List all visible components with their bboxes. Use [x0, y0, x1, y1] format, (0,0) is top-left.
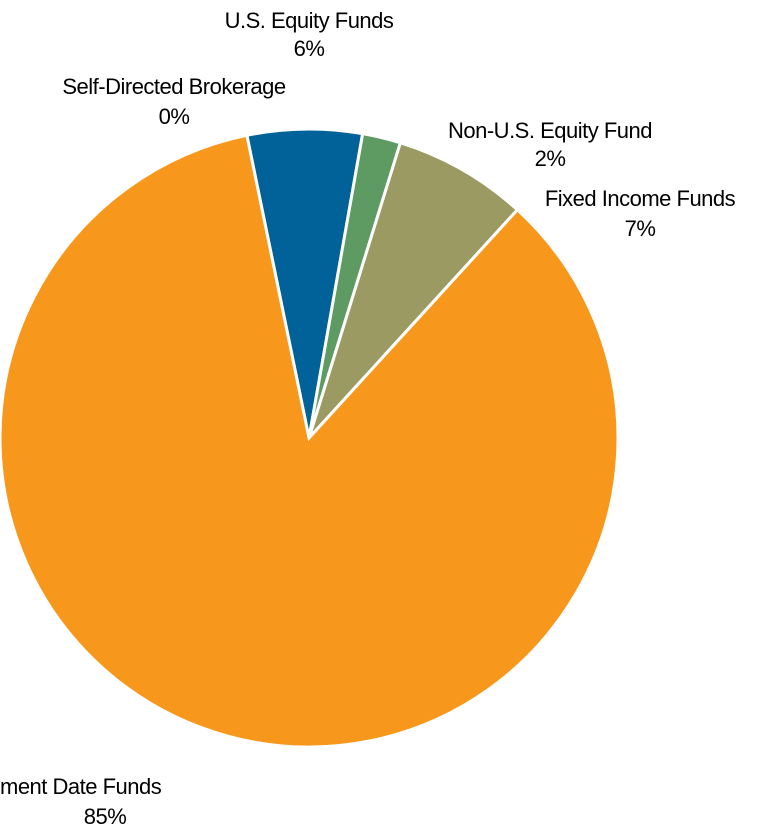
slice-label: ment Date Funds: [0, 774, 162, 799]
slice-label: Non-U.S. Equity Fund: [448, 118, 652, 143]
slice-label: U.S. Equity Funds: [225, 8, 394, 33]
pie-slice: [307, 140, 520, 440]
slice-value-label: 85%: [84, 804, 127, 829]
slice-value-label: 6%: [294, 36, 325, 61]
slice-value-label: 2%: [535, 146, 566, 171]
slice-label: Fixed Income Funds: [545, 186, 736, 211]
slice-value-label: 0%: [159, 104, 190, 129]
slice-label: Self-Directed Brokerage: [62, 74, 286, 99]
pie-slice: [0, 133, 620, 749]
slice-value-label: 7%: [625, 216, 656, 241]
